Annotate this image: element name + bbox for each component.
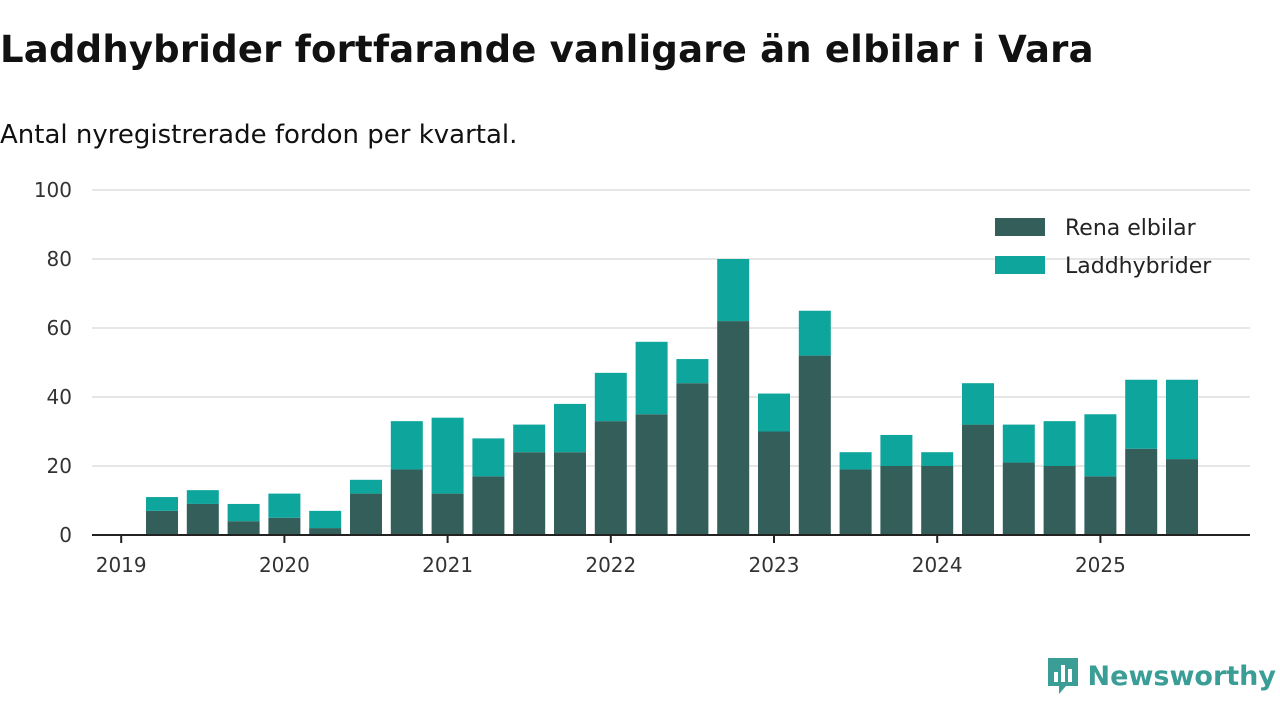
bar-rena-elbilar bbox=[594, 421, 627, 535]
y-axis-ticks: 0 20 40 60 80 100 bbox=[34, 178, 72, 547]
bar-rena-elbilar bbox=[513, 452, 546, 535]
bar-laddhybrider bbox=[717, 259, 750, 322]
bar-laddhybrider bbox=[921, 452, 954, 466]
x-tick-label: 2021 bbox=[422, 553, 473, 577]
x-tick-label: 2023 bbox=[749, 553, 800, 577]
bar-laddhybrider bbox=[309, 510, 342, 529]
x-tick-label: 2025 bbox=[1075, 553, 1126, 577]
bar-laddhybrider bbox=[758, 393, 790, 432]
bar-rena-elbilar bbox=[839, 469, 872, 535]
bar-rena-elbilar bbox=[431, 493, 464, 535]
chart-title: Laddhybrider fortfarande vanligare än el… bbox=[0, 28, 1094, 71]
y-tick-label: 20 bbox=[47, 454, 72, 478]
bar-rena-elbilar bbox=[880, 466, 913, 535]
bar-laddhybrider bbox=[880, 434, 913, 466]
bar-laddhybrider bbox=[186, 490, 219, 504]
bar-rena-elbilar bbox=[309, 528, 342, 535]
bar-laddhybrider bbox=[146, 497, 178, 511]
bar-rena-elbilar bbox=[146, 510, 178, 535]
bar-laddhybrider bbox=[1002, 424, 1035, 463]
x-tick-label: 2019 bbox=[96, 553, 147, 577]
bar-rena-elbilar bbox=[758, 431, 790, 535]
bar-laddhybrider bbox=[554, 403, 586, 453]
bar-rena-elbilar bbox=[1125, 448, 1158, 535]
y-tick-label: 40 bbox=[47, 385, 72, 409]
y-tick-label: 0 bbox=[59, 523, 72, 547]
newsworthy-logo-icon bbox=[1047, 658, 1078, 694]
bar-rena-elbilar bbox=[350, 493, 382, 535]
bar-laddhybrider bbox=[635, 341, 668, 415]
bar-rena-elbilar bbox=[962, 424, 994, 535]
bar-rena-elbilar bbox=[390, 469, 423, 535]
bar-rena-elbilar bbox=[472, 476, 505, 535]
y-tick-label: 100 bbox=[34, 178, 72, 202]
bar-laddhybrider bbox=[676, 359, 709, 384]
legend-label: Laddhybrider bbox=[1065, 254, 1212, 279]
bar-rena-elbilar bbox=[676, 383, 709, 535]
bar-laddhybrider bbox=[472, 438, 505, 477]
bar-laddhybrider bbox=[1084, 414, 1117, 477]
bar-laddhybrider bbox=[390, 421, 423, 470]
bar-rena-elbilar bbox=[1166, 459, 1198, 535]
bar-laddhybrider bbox=[227, 503, 260, 522]
bar-laddhybrider bbox=[268, 493, 301, 518]
bar-rena-elbilar bbox=[1002, 462, 1035, 535]
bar-rena-elbilar bbox=[635, 414, 668, 535]
bar-laddhybrider bbox=[962, 383, 994, 425]
y-tick-label: 60 bbox=[47, 316, 72, 340]
brand: Newsworthy bbox=[1046, 656, 1276, 696]
bar-laddhybrider bbox=[798, 310, 831, 356]
bar-laddhybrider bbox=[839, 452, 872, 470]
legend: Rena elbilar Laddhybrider bbox=[995, 216, 1212, 279]
legend-swatch bbox=[995, 218, 1045, 236]
legend-swatch bbox=[995, 256, 1045, 274]
bar-laddhybrider bbox=[594, 372, 627, 422]
x-axis: 2019 2020 2021 2022 2023 2024 2025 bbox=[92, 534, 1250, 577]
bar-laddhybrider bbox=[1125, 379, 1158, 449]
bar-rena-elbilar bbox=[186, 503, 219, 535]
bar-rena-elbilar bbox=[717, 321, 750, 535]
brand-name: Newsworthy bbox=[1087, 660, 1276, 692]
bar-rena-elbilar bbox=[227, 521, 260, 535]
bar-rena-elbilar bbox=[1084, 476, 1117, 535]
bar-laddhybrider bbox=[1043, 421, 1076, 466]
bars bbox=[146, 259, 1198, 535]
y-tick-label: 80 bbox=[47, 247, 72, 271]
bar-rena-elbilar bbox=[921, 466, 954, 535]
x-tick-label: 2020 bbox=[259, 553, 310, 577]
chart-subtitle: Antal nyregistrerade fordon per kvartal. bbox=[0, 120, 518, 150]
bar-rena-elbilar bbox=[798, 355, 831, 535]
bar-rena-elbilar bbox=[1043, 466, 1076, 535]
bar-laddhybrider bbox=[1166, 379, 1198, 460]
bar-rena-elbilar bbox=[554, 452, 586, 535]
x-tick-label: 2024 bbox=[912, 553, 963, 577]
x-tick-label: 2022 bbox=[585, 553, 636, 577]
stacked-bar-chart: 0 20 40 60 80 100 2019 2020 2021 2022 2023 2024 202… bbox=[34, 178, 1250, 577]
bar-laddhybrider bbox=[350, 479, 382, 494]
bar-laddhybrider bbox=[513, 424, 546, 453]
bar-laddhybrider bbox=[431, 417, 464, 494]
legend-label: Rena elbilar bbox=[1065, 216, 1197, 241]
bar-rena-elbilar bbox=[268, 517, 301, 535]
